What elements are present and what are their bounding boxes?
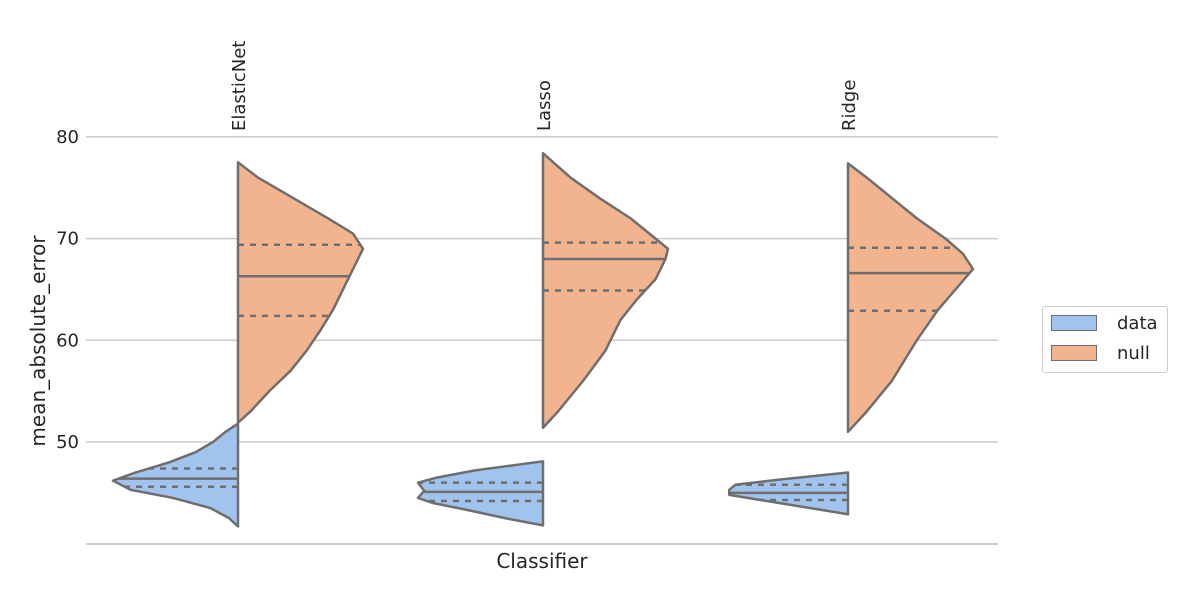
legend-swatch-null bbox=[1051, 345, 1097, 361]
category-label: ElasticNet bbox=[229, 41, 250, 131]
violin-data-lasso bbox=[416, 460, 545, 527]
x-axis-label: Classifier bbox=[496, 549, 588, 573]
violin-plot-area bbox=[111, 151, 975, 528]
legend: data null bbox=[1042, 306, 1168, 373]
y-tick-label: 60 bbox=[56, 330, 79, 351]
legend-item-data: data bbox=[1051, 312, 1158, 334]
y-axis-label: mean_absolute_error bbox=[26, 235, 50, 447]
y-tick-labels: 50 60 70 80 bbox=[56, 127, 79, 453]
violin-data-elasticnet bbox=[111, 422, 240, 528]
legend-item-null: null bbox=[1051, 342, 1150, 364]
y-tick-label: 70 bbox=[56, 229, 79, 250]
y-tick-label: 80 bbox=[56, 127, 79, 148]
category-labels: ElasticNet Lasso Ridge bbox=[229, 41, 860, 131]
violin-null-elasticnet bbox=[236, 161, 365, 424]
legend-label-null: null bbox=[1117, 342, 1150, 364]
legend-swatch-data bbox=[1051, 315, 1097, 331]
y-tick-label: 50 bbox=[56, 432, 79, 453]
category-label: Ridge bbox=[839, 80, 860, 131]
category-label: Lasso bbox=[534, 80, 555, 131]
violin-null-ridge bbox=[846, 162, 975, 434]
legend-label-data: data bbox=[1117, 312, 1158, 334]
